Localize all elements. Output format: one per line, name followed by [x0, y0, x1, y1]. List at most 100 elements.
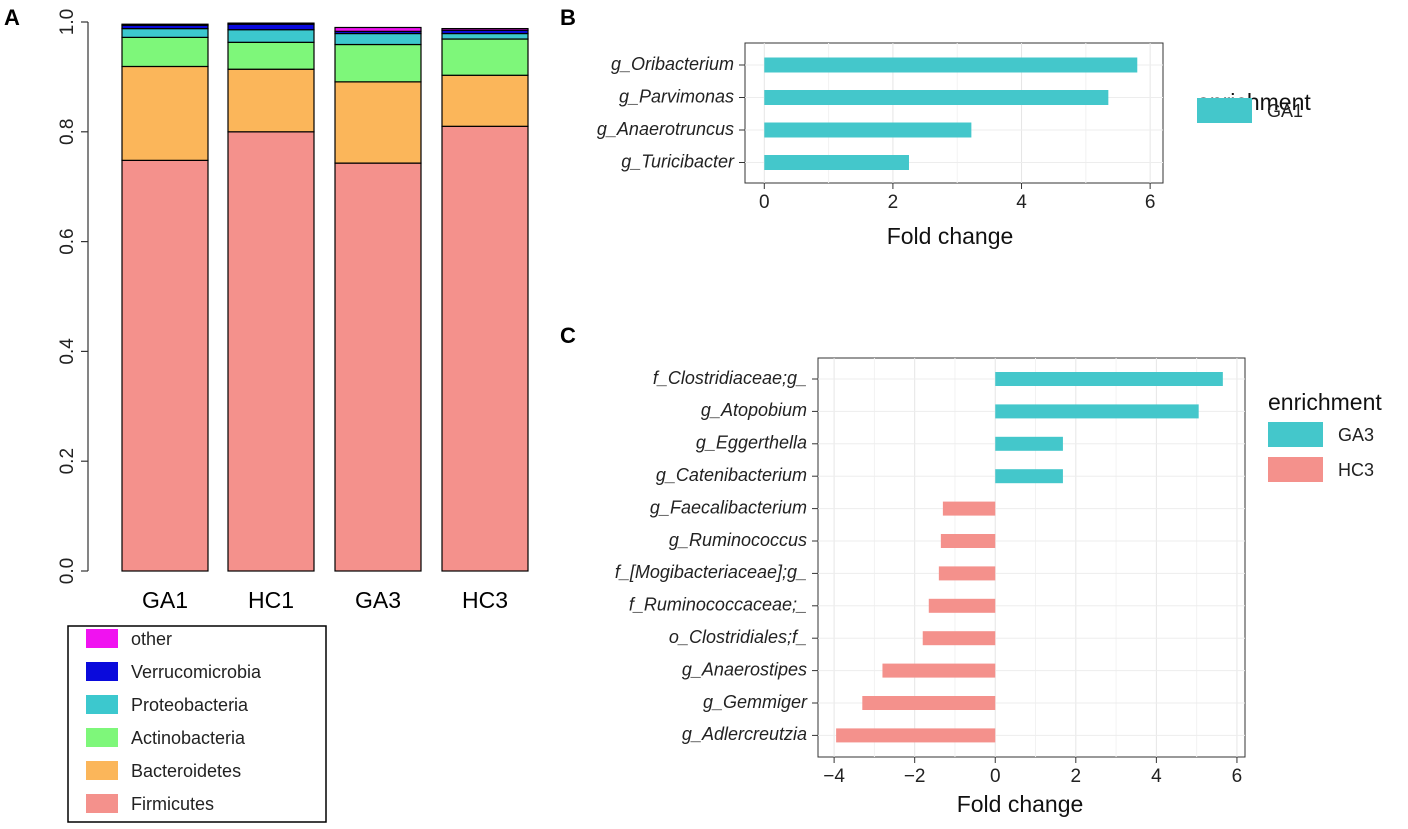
legend-label-actinobacteria: Actinobacteria — [131, 728, 246, 748]
segment-proteobacteria — [334, 32, 422, 46]
bar-g-anaerostipes — [882, 663, 996, 678]
y-label: g_Parvimonas — [619, 86, 734, 106]
y-tick-label: 0.8 — [57, 119, 78, 145]
y-label: g_Eggerthella — [696, 433, 807, 453]
y-label: f_Clostridiaceae;g_ — [653, 368, 807, 388]
y-label: f_Ruminococcaceae;_ — [629, 595, 807, 615]
legend-swatch-actinobacteria — [86, 728, 118, 747]
y-label: f_[Mogibacteriaceae];g_ — [615, 562, 807, 582]
legend-swatch-ga3 — [1268, 422, 1323, 447]
stacked-bar-ga1 — [121, 23, 209, 572]
bar-g-atopobium — [995, 404, 1199, 419]
panel-label-b: B — [560, 5, 576, 30]
x-tick-label: 4 — [1016, 192, 1027, 213]
panel-b-x-axis-title: Fold change — [887, 223, 1014, 249]
legend-swatch-verrucomicrobia — [86, 662, 118, 681]
segment-bacteroidetes — [227, 68, 315, 133]
legend-label-bacteroidetes: Bacteroidetes — [131, 761, 241, 781]
stacked-bar-hc3 — [441, 27, 529, 572]
y-label: g_Atopobium — [701, 400, 807, 420]
panel-c-bars — [836, 372, 1223, 743]
segment-actinobacteria — [441, 38, 529, 76]
y-label: g_Catenibacterium — [656, 465, 807, 485]
legend-label-firmicutes: Firmicutes — [131, 794, 214, 814]
panel-a-x-labels: GA1 HC1 GA3 HC3 — [142, 587, 508, 613]
legend-label-other: other — [131, 629, 172, 649]
segment-verrucomicrobia — [227, 23, 315, 31]
segment-actinobacteria — [227, 41, 315, 70]
bar-g-catenibacterium — [995, 469, 1063, 484]
panel-c-legend-title: enrichment — [1268, 389, 1382, 415]
bar-g-anaerotruncus — [764, 122, 972, 138]
legend-label-hc3: HC3 — [1338, 460, 1374, 480]
segment-bacteroidetes — [121, 65, 209, 161]
bar-g-turicibacter — [764, 155, 909, 170]
bar-f-ruminococcaceae- — [928, 598, 996, 613]
segment-bacteroidetes — [334, 81, 422, 164]
legend-swatch-bacteroidetes — [86, 761, 118, 780]
y-label: g_Faecalibacterium — [650, 497, 807, 517]
panel-c-plot-area — [817, 357, 1246, 758]
x-label-ga1: GA1 — [142, 587, 188, 613]
bar-g-ruminococcus — [940, 534, 996, 548]
bar-g-eggerthella — [995, 436, 1063, 451]
y-label: g_Ruminococcus — [669, 530, 807, 550]
y-tick-label: 0.4 — [57, 338, 78, 365]
legend-label-ga1: GA1 — [1267, 101, 1303, 121]
bar-o-clostridiales-f- — [922, 631, 996, 646]
x-tick-label: 0 — [990, 766, 1001, 787]
panel-a-stacked-bar-chart: 0.0 0.2 0.4 0.6 0.8 1.0 GA1 HC1 GA3 HC3 other Ver… — [57, 9, 529, 823]
segment-proteobacteria — [441, 32, 529, 40]
panel-a-legend: other Verrucomicrobia Proteobacteria Actino… — [67, 625, 327, 823]
x-tick-label: 4 — [1151, 766, 1162, 787]
legend-box — [67, 625, 327, 823]
panel-c-fold-change-chart: f_Clostridiaceae;g_ g_Atopobium g_Eggerthe… — [615, 357, 1382, 817]
segment-actinobacteria — [121, 36, 209, 68]
panel-b-fold-change-chart: g_Oribacterium g_Parvimonas g_Anaerotruncu… — [597, 42, 1311, 249]
segment-firmicutes — [334, 162, 422, 572]
panel-c-legend: enrichment GA3 HC3 — [1268, 389, 1382, 482]
segment-other — [334, 26, 422, 32]
y-label: g_Anaerotruncus — [597, 119, 734, 139]
legend-label-verrucomicrobia: Verrucomicrobia — [131, 662, 262, 682]
legend-label-proteobacteria: Proteobacteria — [131, 695, 249, 715]
panel-b-bars — [764, 57, 1138, 170]
x-tick-label: 6 — [1145, 192, 1156, 213]
y-tick-label: 0.0 — [57, 558, 78, 584]
y-label: g_Adlercreutzia — [682, 724, 807, 744]
stacked-bar-ga3 — [334, 26, 422, 572]
legend-swatch-firmicutes — [86, 794, 118, 813]
panel-c-x-axis: −4 −2 0 2 4 6 — [823, 757, 1242, 787]
bar-g-gemmiger — [862, 696, 996, 710]
segment-other — [121, 23, 209, 26]
panel-b-y-axis: g_Oribacterium g_Parvimonas g_Anaerotruncu… — [597, 54, 745, 171]
y-tick-label: 1.0 — [57, 9, 78, 35]
segment-firmicutes — [121, 159, 209, 572]
legend-swatch-proteobacteria — [86, 695, 118, 714]
y-label: g_Oribacterium — [611, 54, 734, 74]
bar-g-adlercreutzia — [836, 728, 996, 743]
y-label: o_Clostridiales;f_ — [669, 627, 807, 647]
x-tick-label: 2 — [888, 192, 899, 213]
x-label-ga3: GA3 — [355, 587, 401, 613]
panel-label-c: C — [560, 323, 576, 348]
segment-actinobacteria — [334, 43, 422, 83]
x-label-hc1: HC1 — [248, 587, 294, 613]
panel-a-y-axis: 0.0 0.2 0.4 0.6 0.8 1.0 — [57, 9, 89, 584]
panel-b-legend: enrichment GA1 — [1197, 89, 1311, 123]
segment-other — [441, 27, 529, 31]
stacked-bar-hc1 — [227, 22, 315, 572]
x-label-hc3: HC3 — [462, 587, 508, 613]
bar-f-mogibacteriaceae-g- — [938, 566, 996, 581]
segment-other — [227, 22, 315, 25]
legend-swatch-hc3 — [1268, 457, 1323, 482]
y-tick-label: 0.2 — [57, 448, 78, 474]
bar-g-parvimonas — [764, 90, 1109, 105]
y-label: g_Gemmiger — [703, 692, 808, 712]
y-label: g_Turicibacter — [621, 151, 735, 171]
segment-proteobacteria — [227, 29, 315, 43]
y-label: g_Anaerostipes — [682, 659, 807, 679]
y-tick-label: 0.6 — [57, 228, 78, 254]
x-tick-label: −2 — [904, 766, 926, 787]
